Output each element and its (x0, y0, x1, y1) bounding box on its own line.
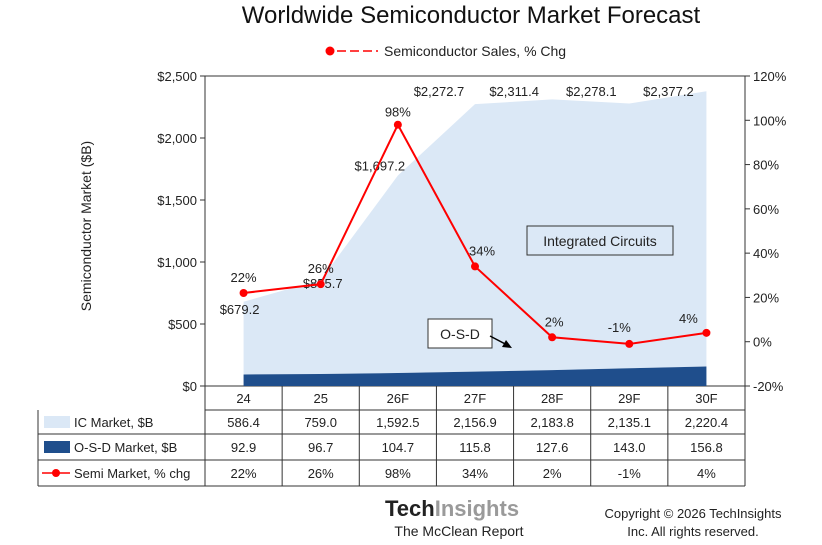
table-cell: 2,220.4 (685, 415, 728, 430)
semi-pct-label: 26% (308, 261, 334, 276)
data-table: 24 25 26F 27F 28F 29F 30F IC Market, $B O-S-D Ma… (37, 386, 746, 487)
plot-area: $0 $500 $1,000 $1,500 $2,000 $2,500 -20% 0% 20% 4… (157, 69, 786, 394)
table-cell: -1% (618, 466, 642, 481)
y-tick-label: $1,500 (157, 193, 197, 208)
osd-row-label: O-S-D Market, $B (74, 440, 177, 455)
y2-tick-label: 120% (753, 69, 787, 84)
table-cell: 26% (308, 466, 334, 481)
y2-tick-label: 0% (753, 335, 772, 350)
total-label: $2,311.4 (489, 84, 539, 99)
osd-market-area (243, 366, 707, 386)
table-cell: 2,135.1 (608, 415, 651, 430)
table-cell: 92.9 (231, 440, 256, 455)
table-cell: 2,183.8 (530, 415, 573, 430)
legend: Semiconductor Sales, % Chg (325, 43, 566, 59)
table-cell: 22% (231, 466, 257, 481)
table-cell: 2% (543, 466, 562, 481)
y2-tick-label: 40% (753, 246, 779, 261)
copyright-line-2: Inc. All rights reserved. (627, 524, 759, 539)
table-cell: 143.0 (613, 440, 646, 455)
ic-annotation: Integrated Circuits (543, 233, 657, 249)
table-cell: 127.6 (536, 440, 569, 455)
semi-pct-point (239, 289, 248, 297)
semi-pct-point (548, 333, 557, 342)
table-cell: 759.0 (304, 415, 337, 430)
x-tick-label: 26F (387, 391, 409, 406)
ic-annotation-box (526, 225, 674, 256)
pct-row-label: Semi Market, % chg (74, 466, 190, 481)
x-tick-label: 30F (695, 391, 717, 406)
brand-logo: TechInsights (385, 496, 519, 521)
x-tick-label: 28F (541, 391, 563, 406)
semi-pct-label: 2% (545, 314, 564, 329)
semi-pct-point (316, 280, 325, 289)
y2-tick-label: 20% (753, 290, 779, 305)
y-tick-label: $2,000 (157, 131, 197, 146)
legend-label: Semiconductor Sales, % Chg (384, 43, 566, 59)
table-cell: 104.7 (382, 440, 415, 455)
table-cell: 586.4 (227, 415, 260, 430)
y-axis-label: Semiconductor Market ($B) (78, 141, 94, 311)
table-cell: 156.8 (690, 440, 723, 455)
semi-pct-point (393, 120, 402, 129)
total-label: $2,377.2 (643, 84, 694, 99)
semi-pct-label: -1% (608, 320, 632, 335)
table-cell: 34% (462, 466, 488, 481)
report-name: The McClean Report (394, 523, 523, 539)
semi-pct-label: 98% (385, 105, 411, 120)
table-cell: 2,156.9 (453, 415, 496, 430)
x-tick-label: 27F (464, 391, 486, 406)
pct-legend-marker (52, 469, 60, 477)
semi-pct-point (471, 262, 479, 271)
y2-tick-label: 80% (753, 158, 779, 173)
chart-title: Worldwide Semiconductor Market Forecast (242, 2, 701, 29)
y-tick-label: $2,500 (157, 69, 197, 84)
total-label: $1,697.2 (355, 159, 406, 174)
x-tick-label: 25 (313, 391, 327, 406)
table-cell: 98% (385, 466, 411, 481)
total-label: $2,278.1 (566, 84, 617, 99)
legend-marker (325, 46, 335, 56)
ic-market-area (243, 91, 707, 375)
y-tick-label: $1,000 (157, 255, 197, 270)
total-label: $679.2 (220, 302, 260, 317)
ic-row-label: IC Market, $B (74, 415, 153, 430)
semi-pct-point (625, 339, 634, 348)
table-cell: 1,592.5 (376, 415, 419, 430)
total-label: $2,272.7 (414, 84, 465, 99)
ic-legend-key (44, 416, 70, 428)
semi-pct-label: 34% (469, 243, 495, 258)
semi-pct-label: 4% (679, 311, 698, 326)
semi-pct-label: 22% (231, 270, 257, 285)
osd-legend-key (44, 441, 70, 453)
y-tick-label: $500 (168, 317, 197, 332)
osd-annotation-box (427, 318, 493, 349)
x-tick-label: 29F (618, 391, 640, 406)
table-cell: 115.8 (459, 440, 491, 455)
y2-tick-label: 100% (753, 113, 787, 128)
y2-tick-label: -20% (753, 379, 784, 394)
osd-annotation: O-S-D (440, 326, 480, 342)
y-tick-label: $0 (183, 379, 197, 394)
brand-wordmark: TechInsights (385, 496, 519, 521)
semi-pct-point (702, 328, 711, 337)
table-cell: 4% (697, 466, 716, 481)
y2-tick-label: 60% (753, 202, 779, 217)
table-cell: 96.7 (308, 440, 333, 455)
osd-arrow-head (502, 340, 512, 348)
copyright-line-1: Copyright © 2026 TechInsights (605, 506, 782, 521)
x-tick-label: 24 (236, 391, 250, 406)
